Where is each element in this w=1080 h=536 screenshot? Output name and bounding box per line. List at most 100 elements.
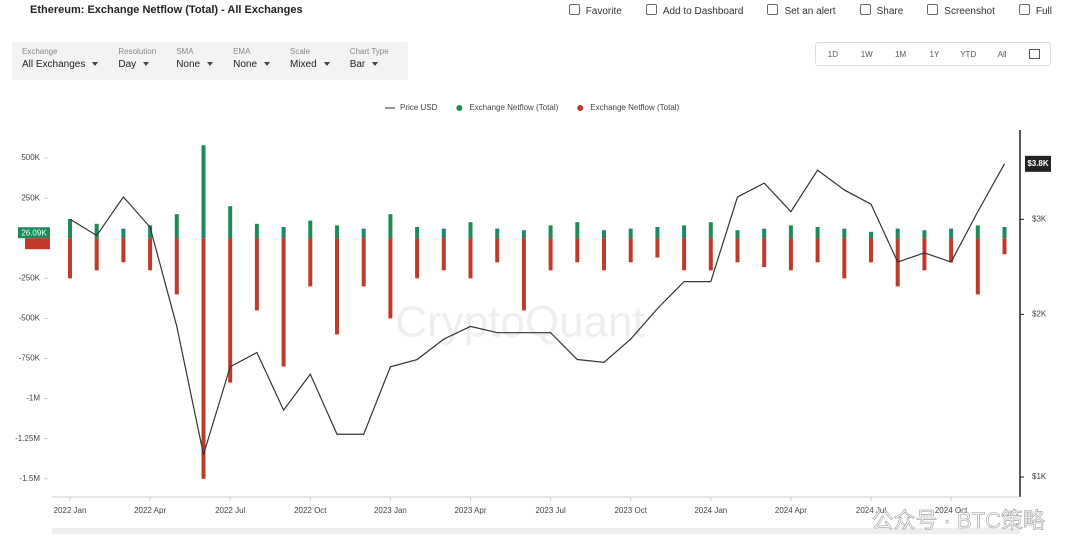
netflow-bar xyxy=(548,238,553,271)
netflow-bar xyxy=(441,228,446,239)
legend-label: Exchange Netflow (Total) xyxy=(469,103,558,112)
netflow-bar xyxy=(254,238,259,311)
netflow-bar xyxy=(495,228,500,239)
action-button[interactable]: Add to Dashboard xyxy=(646,4,744,17)
netflow-bar xyxy=(68,238,72,279)
x-tick-label: 2024 Oct xyxy=(935,506,968,515)
filter-label: SMA xyxy=(176,47,194,56)
netflow-bar xyxy=(361,238,366,287)
range-button[interactable]: 1Y xyxy=(929,49,940,59)
filter[interactable]: EMA None xyxy=(223,42,280,80)
watermark: CryptoQuant xyxy=(395,298,644,347)
y2-tick-label: $1K xyxy=(1032,472,1047,481)
netflow-bar xyxy=(655,227,660,239)
scrollbar xyxy=(52,528,1020,534)
action-button[interactable]: Share xyxy=(860,4,904,17)
range-button[interactable]: All xyxy=(997,49,1007,59)
netflow-bar xyxy=(628,228,633,239)
x-tick-label: 2022 Jul xyxy=(215,506,245,515)
netflow-bar xyxy=(121,238,126,263)
y-tick-label: -1.5M xyxy=(20,474,41,483)
filter-value: Mixed xyxy=(290,59,330,70)
range-selector: 1D 1W 1M 1Y YTD All xyxy=(815,42,1051,66)
netflow-bar xyxy=(682,238,687,271)
range-button[interactable]: 1W xyxy=(860,49,873,59)
x-tick-label: 2022 Jan xyxy=(54,506,87,515)
legend-swatch xyxy=(577,105,584,111)
netflow-bar xyxy=(975,225,980,239)
netflow-bar xyxy=(975,238,980,295)
netflow-bar xyxy=(388,214,393,239)
filter-value: All Exchanges xyxy=(22,59,98,70)
netflow-bar xyxy=(628,238,633,263)
netflow-bar xyxy=(94,238,99,271)
action-button[interactable]: Favorite xyxy=(569,4,622,17)
action-button[interactable]: Set an alert xyxy=(767,4,835,17)
netflow-bar xyxy=(68,218,72,239)
netflow-bar xyxy=(842,228,847,239)
filter[interactable]: Resolution Day xyxy=(108,42,166,80)
y-tick-label: 500K xyxy=(21,153,40,162)
netflow-bar xyxy=(201,145,206,239)
filter[interactable]: Chart Type Bar xyxy=(340,42,399,80)
netflow-bar xyxy=(308,220,313,239)
legend-swatch xyxy=(456,105,463,111)
netflow-bar xyxy=(148,238,153,271)
filter[interactable]: Exchange All Exchanges xyxy=(12,42,108,80)
netflow-bar xyxy=(254,223,259,239)
x-tick-label: 2023 Apr xyxy=(454,506,486,515)
filter[interactable]: SMA None xyxy=(166,42,223,80)
netflow-bar xyxy=(895,228,900,239)
filter-label: Scale xyxy=(290,47,311,56)
filter-value: Bar xyxy=(350,59,389,70)
y2-tick-label: $3K xyxy=(1032,214,1047,223)
action-button[interactable]: Screenshot xyxy=(927,4,995,17)
last-netflow-badge xyxy=(18,227,50,239)
x-tick-label: 2023 Jul xyxy=(535,506,565,515)
netflow-bar xyxy=(174,238,179,295)
netflow-bar xyxy=(468,222,473,239)
last-netflow-label: 26.09K xyxy=(21,228,47,237)
x-tick-label: 2022 Oct xyxy=(294,506,327,515)
last-price-badge xyxy=(1025,155,1051,172)
last-price-label: $3.8K xyxy=(1027,159,1049,168)
netflow-bar xyxy=(735,238,740,263)
y2-tick-label: $2K xyxy=(1032,310,1047,319)
netflow-bar xyxy=(602,238,606,271)
legend-label: Price USD xyxy=(400,103,438,112)
netflow-bar xyxy=(468,238,473,279)
x-tick-label: 2024 Jul xyxy=(856,506,886,515)
netflow-bar xyxy=(575,222,580,239)
action-button[interactable]: Full xyxy=(1019,4,1052,17)
x-tick-label: 2024 Apr xyxy=(775,506,807,515)
netflow-bar xyxy=(281,238,286,367)
netflow-bar xyxy=(121,228,126,239)
range-button[interactable]: 1D xyxy=(827,49,839,59)
netflow-bar xyxy=(174,214,179,239)
netflow-bar xyxy=(521,238,526,311)
calendar-icon[interactable] xyxy=(1028,49,1040,59)
netflow-bar xyxy=(708,238,713,271)
netflow-bar xyxy=(94,223,99,239)
range-button[interactable]: 1M xyxy=(895,49,907,59)
x-tick-label: 2023 Oct xyxy=(614,506,647,515)
page-title: Ethereum: Exchange Netflow (Total) - All… xyxy=(30,4,303,16)
netflow-bar xyxy=(1002,238,1007,255)
filter-label: EMA xyxy=(233,47,251,56)
y-tick-label: -1.25M xyxy=(15,434,40,443)
x-tick-label: 2022 Apr xyxy=(134,506,166,515)
y-tick-label: -750K xyxy=(19,354,41,363)
range-button[interactable]: YTD xyxy=(960,49,977,59)
netflow-bar xyxy=(495,238,500,263)
filter-value: Day xyxy=(118,59,156,70)
netflow-bar xyxy=(762,228,767,239)
netflow-bar xyxy=(148,225,153,239)
netflow-bar xyxy=(922,238,927,271)
filter-panel: Exchange All Exchanges Resolution Day SMA Non… xyxy=(12,42,408,80)
netflow-bar xyxy=(922,230,927,239)
legend-label: Exchange Netflow (Total) xyxy=(590,103,679,112)
netflow-bar xyxy=(521,230,526,239)
toolbar: Favorite Add to Dashboard Set an alert Shar… xyxy=(569,4,1052,17)
filter[interactable]: Scale Mixed xyxy=(280,42,340,80)
netflow-bar xyxy=(415,227,420,239)
